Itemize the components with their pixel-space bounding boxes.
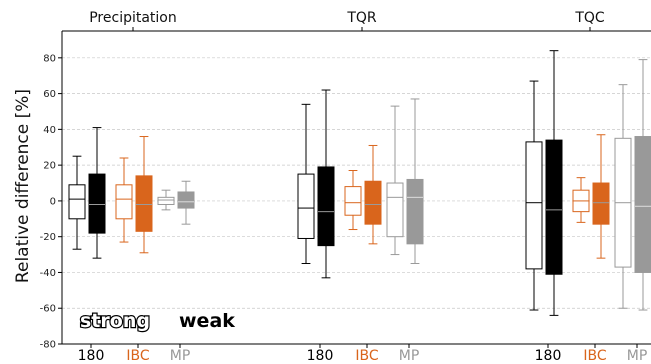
x-category-label: IBC <box>355 348 378 364</box>
axis-layer <box>58 27 651 348</box>
x-category-label: 180 <box>78 348 105 364</box>
box-tqr-mp-strong <box>386 105 404 256</box>
y-tick-label: 60 <box>43 89 56 100</box>
box-body <box>386 182 404 238</box>
box-layer <box>68 50 651 316</box>
box-tqr-mp-weak <box>406 98 424 265</box>
box-body <box>525 141 543 270</box>
box-precipitation-mp-strong <box>157 189 175 211</box>
x-category-label: 180 <box>307 348 334 364</box>
box-tqc-ibc-weak <box>592 134 610 259</box>
box-precipitation-ibc-strong <box>115 157 133 243</box>
box-body <box>157 196 175 205</box>
box-precipitation-mp-weak <box>177 180 195 225</box>
x-category-label: MP <box>627 348 648 364</box>
y-tick-label: -40 <box>40 268 56 279</box>
label-layer: -80 -60 -40 -20 0 20 40 60 80 Precipitation TQR TQC… <box>40 10 648 364</box>
box-tqc-mp-strong <box>614 84 632 309</box>
x-category-label: MP <box>399 348 420 364</box>
y-tick-label: 0 <box>50 196 56 207</box>
group-label: Precipitation <box>89 10 177 26</box>
box-tqr-ibc-strong <box>344 170 362 231</box>
x-category-label: 180 <box>535 348 562 364</box>
box-body <box>177 191 195 209</box>
y-tick-label: 40 <box>43 125 56 136</box>
legend-weak: weak <box>179 310 235 332</box>
box-tqc-180-strong <box>525 80 543 311</box>
box-body <box>592 182 610 225</box>
x-category-label: IBC <box>583 348 606 364</box>
box-body <box>68 184 86 220</box>
y-tick-label: -20 <box>40 232 56 243</box>
legend-strong: strong <box>80 310 150 332</box>
box-body <box>115 184 133 220</box>
box-body <box>344 186 362 216</box>
box-body <box>406 178 424 245</box>
box-body <box>545 139 563 275</box>
box-tqr-180-weak <box>317 89 335 279</box>
box-body <box>88 173 106 234</box>
box-body <box>634 136 651 273</box>
box-tqr-180-strong <box>297 103 315 265</box>
y-tick-label: 20 <box>43 161 56 172</box>
x-category-label: IBC <box>126 348 149 364</box>
box-body <box>317 166 335 247</box>
box-tqc-180-weak <box>545 50 563 316</box>
box-body <box>364 180 382 225</box>
box-precipitation-180-strong <box>68 155 86 250</box>
box-tqr-ibc-weak <box>364 144 382 245</box>
y-tick-label: -60 <box>40 304 56 315</box>
x-category-label: MP <box>170 348 191 364</box>
box-precipitation-180-weak <box>88 127 106 259</box>
box-tqc-ibc-strong <box>572 177 590 223</box>
y-tick-label: -80 <box>40 340 56 351</box>
box-body <box>297 173 315 239</box>
y-tick-label: 80 <box>43 53 56 64</box>
group-label: TQR <box>346 10 377 26</box>
y-axis-title: Relative difference [%] <box>13 89 33 283</box>
box-tqc-mp-weak <box>634 59 651 311</box>
box-precipitation-ibc-weak <box>135 136 153 254</box>
box-body <box>135 175 153 232</box>
group-label: TQC <box>574 10 605 26</box>
